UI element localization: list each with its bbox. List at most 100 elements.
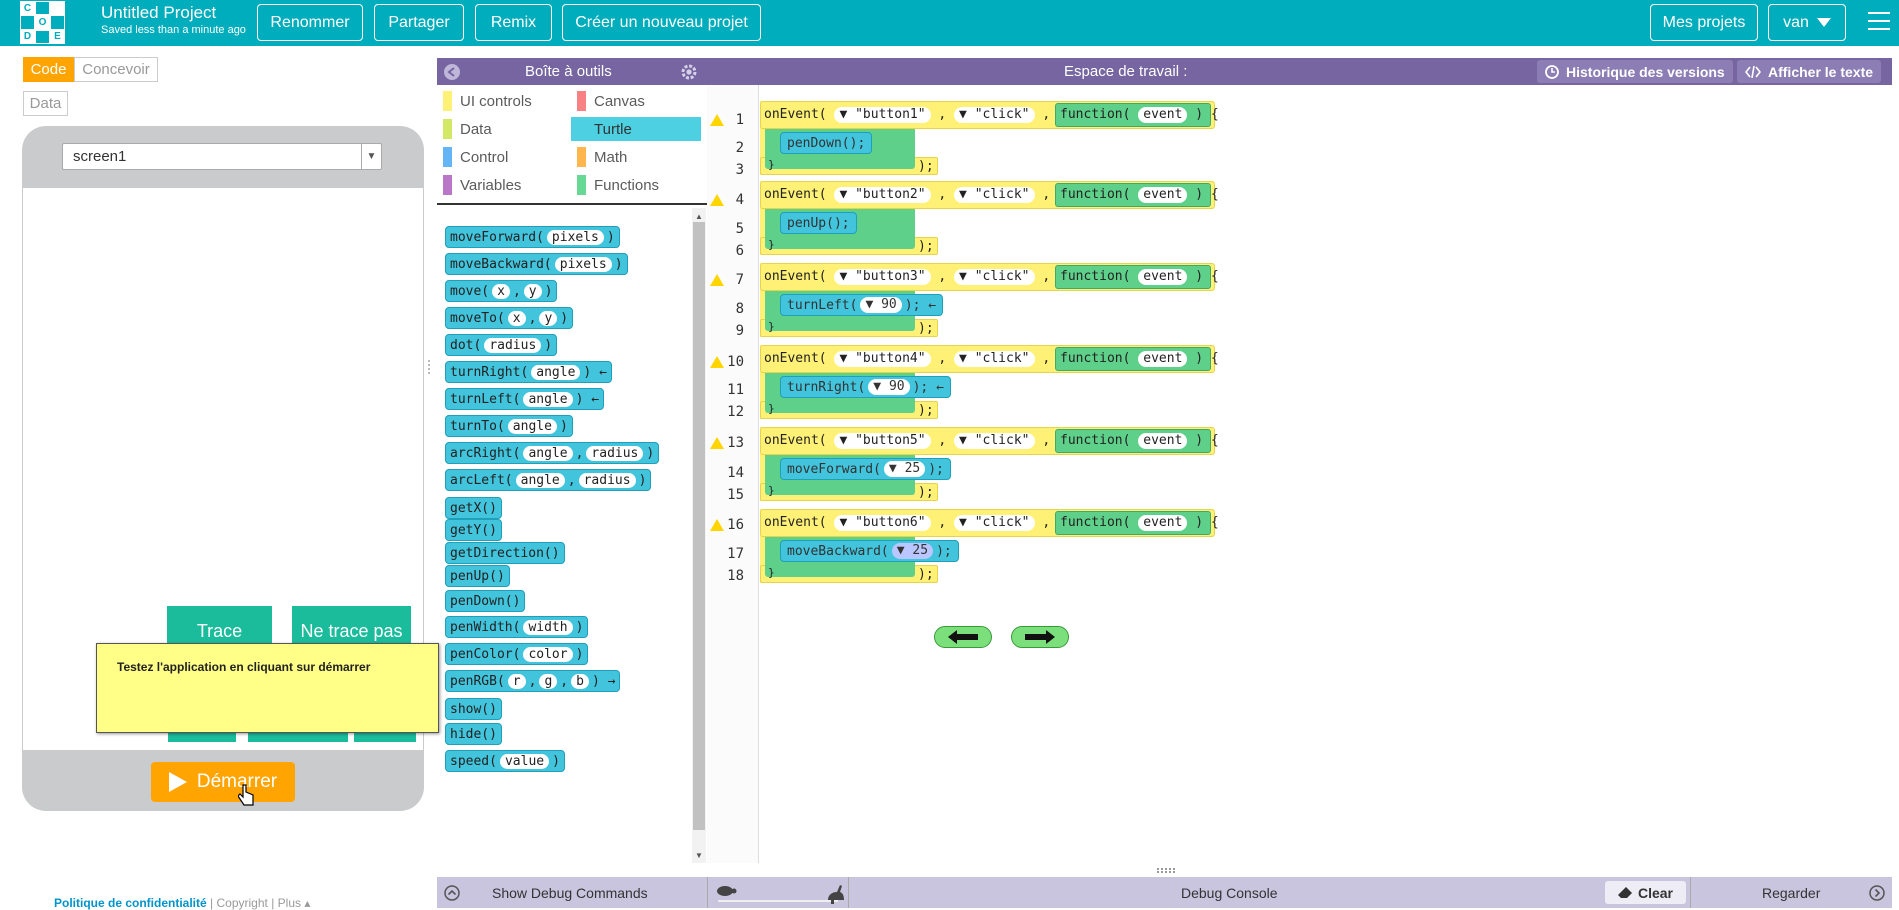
block-param[interactable]: pixels xyxy=(554,256,612,272)
onevent-block[interactable]: onEvent( ▼ "button6" , ▼ "click" , funct… xyxy=(760,509,1219,583)
scrollbar-thumb[interactable] xyxy=(693,222,705,830)
toolbox-block[interactable]: turnTo(angle) xyxy=(445,415,573,437)
category-math[interactable]: Math xyxy=(571,145,701,169)
line-number[interactable]: 16 xyxy=(727,517,744,533)
event-type-dropdown[interactable]: ▼ "click" xyxy=(954,269,1035,285)
clear-console-button[interactable]: Clear xyxy=(1605,881,1686,904)
number-input[interactable]: ▼ 25 xyxy=(883,461,926,477)
toolbox-block[interactable]: getY() xyxy=(445,519,502,541)
block-param[interactable]: pixels xyxy=(546,229,604,245)
my-projects-button[interactable]: Mes projets xyxy=(1650,4,1758,41)
warning-icon[interactable] xyxy=(710,114,724,126)
line-number[interactable]: 6 xyxy=(735,243,744,259)
toolbox-block[interactable]: dot(radius) xyxy=(445,334,558,356)
element-id-dropdown[interactable]: ▼ "button4" xyxy=(834,351,931,367)
toolbox-block[interactable]: show() xyxy=(445,698,502,720)
data-mode-toggle[interactable]: Data xyxy=(23,91,68,116)
event-type-dropdown[interactable]: ▼ "click" xyxy=(954,433,1035,449)
line-number[interactable]: 10 xyxy=(727,354,744,370)
number-input[interactable]: ▼ 90 xyxy=(868,379,910,395)
line-number[interactable]: 5 xyxy=(735,221,744,237)
more-link[interactable]: Plus ▴ xyxy=(277,896,311,910)
block-param[interactable]: radius xyxy=(586,445,644,461)
line-number[interactable]: 4 xyxy=(735,192,744,208)
redo-button[interactable] xyxy=(1011,626,1069,648)
warning-icon[interactable] xyxy=(710,274,724,286)
copyright-link[interactable]: Copyright xyxy=(216,896,268,910)
toolbox-block[interactable]: getX() xyxy=(445,497,502,519)
statement-block[interactable]: penDown(); xyxy=(780,132,873,154)
block-param[interactable]: width xyxy=(523,619,573,635)
remix-button[interactable]: Remix xyxy=(475,4,552,41)
function-block[interactable] xyxy=(1055,511,1211,535)
line-number[interactable]: 18 xyxy=(727,568,744,584)
category-variables[interactable]: Variables xyxy=(437,173,567,197)
onevent-block[interactable]: onEvent( ▼ "button2" , ▼ "click" , funct… xyxy=(760,181,1219,255)
statement-block[interactable]: turnRight( ▼ 90); ← xyxy=(780,376,951,398)
version-history-button[interactable]: Historique des versions xyxy=(1537,60,1733,83)
toolbox-block[interactable]: arcLeft(angle, radius) xyxy=(445,469,652,491)
toolbox-block[interactable]: speed(value) xyxy=(445,750,565,772)
toolbox-block[interactable]: penWidth(width) xyxy=(445,616,589,638)
screen-selector[interactable]: screen1 ▼ xyxy=(62,143,382,170)
block-param[interactable]: y xyxy=(539,310,558,326)
category-data[interactable]: Data xyxy=(437,117,567,141)
line-number[interactable]: 17 xyxy=(727,546,744,562)
run-button[interactable]: Démarrer xyxy=(151,762,295,802)
toolbox-block[interactable]: penRGB(r, g, b) → xyxy=(445,670,621,692)
undo-button[interactable] xyxy=(934,626,992,648)
number-input[interactable]: ▼ 90 xyxy=(860,297,902,313)
line-number[interactable]: 15 xyxy=(727,487,744,503)
toolbox-scrollbar[interactable]: ▲ ▼ xyxy=(692,208,706,863)
privacy-link[interactable]: Politique de confidentialité xyxy=(54,896,207,910)
line-number[interactable]: 13 xyxy=(727,435,744,451)
onevent-block[interactable]: onEvent( ▼ "button4" , ▼ "click" , funct… xyxy=(760,345,1219,419)
line-number[interactable]: 1 xyxy=(735,112,744,128)
block-param[interactable]: b xyxy=(571,673,589,689)
toolbox-block[interactable]: moveForward(pixels) xyxy=(445,226,620,248)
block-param[interactable]: angle xyxy=(515,472,565,488)
toolbox-block[interactable]: penColor(color) xyxy=(445,643,589,665)
block-param[interactable]: g xyxy=(539,673,558,689)
scroll-up-icon[interactable]: ▲ xyxy=(695,212,703,221)
category-control[interactable]: Control xyxy=(437,145,567,169)
line-number[interactable]: 7 xyxy=(735,272,744,288)
block-param[interactable]: r xyxy=(507,673,526,689)
event-type-dropdown[interactable]: ▼ "click" xyxy=(954,515,1035,531)
function-block[interactable] xyxy=(1055,429,1211,453)
toolbox-block[interactable]: turnRight(angle) ← xyxy=(445,361,612,383)
warning-icon[interactable] xyxy=(710,194,724,206)
warning-icon[interactable] xyxy=(710,519,724,531)
block-param[interactable]: angle xyxy=(523,391,573,407)
onevent-block[interactable]: onEvent( ▼ "button1" , ▼ "click" , funct… xyxy=(760,101,1219,175)
statement-block[interactable]: moveForward( ▼ 25); xyxy=(780,458,951,480)
line-number[interactable]: 14 xyxy=(727,465,744,481)
event-param[interactable]: event xyxy=(1138,187,1188,203)
warning-icon[interactable] xyxy=(710,356,724,368)
debug-resize-handle[interactable] xyxy=(1157,868,1175,873)
category-canvas[interactable]: Canvas xyxy=(571,89,701,113)
gear-icon[interactable] xyxy=(681,64,697,80)
statement-block[interactable]: penUp(); xyxy=(780,212,857,234)
code-org-logo[interactable]: C O D E xyxy=(20,1,65,44)
panel-resize-handle[interactable] xyxy=(428,360,432,374)
rename-button[interactable]: Renommer xyxy=(257,4,363,41)
event-param[interactable]: event xyxy=(1138,107,1188,123)
show-debug-commands[interactable]: Show Debug Commands xyxy=(492,885,648,901)
block-param[interactable]: radius xyxy=(484,337,542,353)
block-param[interactable]: radius xyxy=(578,472,636,488)
line-number[interactable]: 3 xyxy=(735,162,744,178)
toolbox-block[interactable]: turnLeft(angle) ← xyxy=(445,388,605,410)
toolbox-block[interactable]: getDirection() xyxy=(445,542,565,564)
speed-slider[interactable] xyxy=(707,877,849,908)
event-param[interactable]: event xyxy=(1138,433,1188,449)
line-number[interactable]: 12 xyxy=(727,404,744,420)
onevent-block[interactable]: onEvent( ▼ "button5" , ▼ "click" , funct… xyxy=(760,427,1219,501)
block-param[interactable]: value xyxy=(499,753,550,769)
block-param[interactable]: x xyxy=(492,283,510,299)
line-number[interactable]: 2 xyxy=(735,140,744,156)
block-param[interactable]: angle xyxy=(507,418,557,434)
toolbox-block[interactable]: arcRight(angle, radius) xyxy=(445,442,660,464)
function-block[interactable] xyxy=(1055,183,1211,207)
toolbox-block[interactable]: penUp() xyxy=(445,565,510,587)
